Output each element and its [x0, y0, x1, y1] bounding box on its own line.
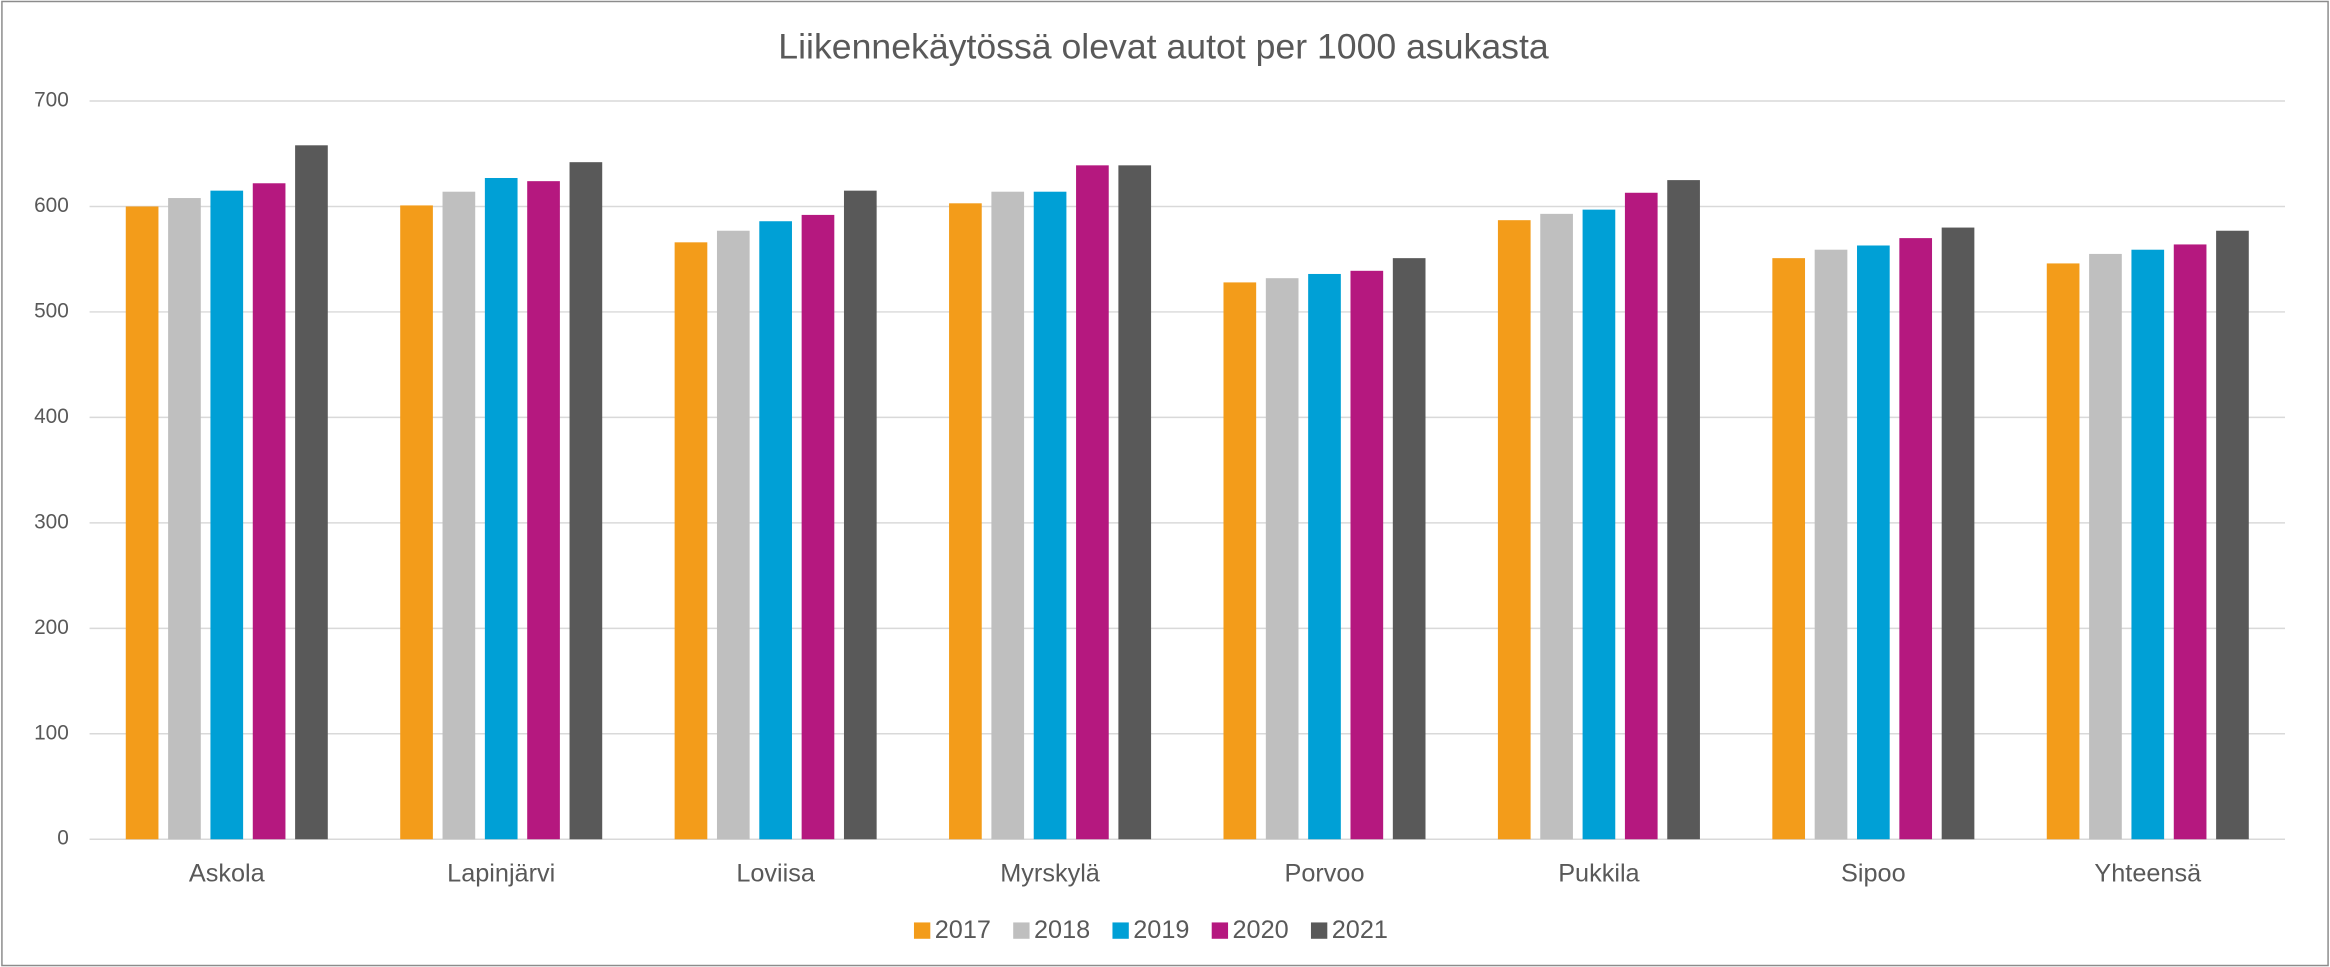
bar	[1857, 245, 1890, 840]
legend-label: 2017	[935, 916, 991, 944]
bar	[991, 191, 1025, 840]
bar	[442, 191, 476, 840]
bar	[2089, 253, 2122, 840]
y-tick-label: 400	[34, 405, 69, 428]
bar	[569, 162, 603, 840]
bar	[674, 242, 708, 840]
bar	[1076, 165, 1109, 840]
legend-swatch	[1310, 922, 1328, 939]
x-tick-label: Lapinjärvi	[447, 860, 555, 888]
bar	[2131, 249, 2165, 840]
legend-label: 2019	[1133, 916, 1189, 944]
bar	[716, 230, 750, 840]
bar	[125, 206, 159, 840]
bar	[759, 221, 792, 840]
bar	[1667, 180, 1700, 840]
bar	[843, 190, 877, 840]
y-tick-label: 500	[34, 299, 69, 322]
x-tick-label: Askola	[189, 860, 266, 888]
x-tick-label: Myrskylä	[1000, 860, 1101, 888]
x-tick-label: Sipoo	[1841, 860, 1906, 888]
y-tick-label: 600	[34, 194, 69, 217]
bar	[2173, 244, 2207, 840]
bar	[1118, 165, 1152, 840]
legend-label: 2021	[1332, 916, 1388, 944]
bar	[210, 190, 244, 840]
bar	[949, 203, 982, 840]
bar	[1033, 191, 1067, 840]
legend-label: 2020	[1233, 916, 1289, 944]
legend-swatch	[1013, 922, 1030, 939]
legend-swatch	[1112, 922, 1129, 939]
x-tick-label: Pukkila	[1558, 860, 1640, 888]
bar	[1624, 192, 1658, 840]
bar	[801, 214, 835, 840]
bar	[1392, 258, 1426, 840]
bar	[400, 205, 433, 840]
bar	[1899, 238, 1933, 840]
legend-swatch	[1211, 922, 1229, 939]
bar	[168, 198, 201, 840]
chart-title: Liikennekäytössä olevat autot per 1000 a…	[778, 26, 1549, 66]
bar	[2046, 263, 2080, 840]
bar	[1540, 213, 1573, 840]
y-tick-label: 0	[57, 827, 69, 850]
bar	[1941, 227, 1975, 840]
bar	[295, 145, 328, 840]
y-tick-label: 300	[34, 510, 69, 533]
y-tick-label: 100	[34, 721, 69, 744]
bar	[1350, 270, 1384, 840]
x-tick-label: Yhteensä	[2094, 860, 2202, 888]
y-tick-label: 200	[34, 616, 69, 639]
bar	[1772, 258, 1806, 840]
bar	[1265, 278, 1299, 840]
bar	[484, 177, 518, 840]
x-tick-label: Loviisa	[736, 860, 816, 888]
bar	[1814, 249, 1848, 840]
bar	[1582, 209, 1616, 840]
bar	[2216, 230, 2249, 840]
legend-swatch	[913, 922, 931, 939]
x-tick-label: Porvoo	[1284, 860, 1364, 888]
bar	[1223, 282, 1257, 840]
bar	[252, 183, 286, 840]
bar	[1497, 220, 1531, 840]
y-tick-label: 700	[34, 88, 69, 111]
bar	[1308, 273, 1341, 840]
bar	[527, 181, 560, 840]
legend-label: 2018	[1034, 916, 1090, 944]
